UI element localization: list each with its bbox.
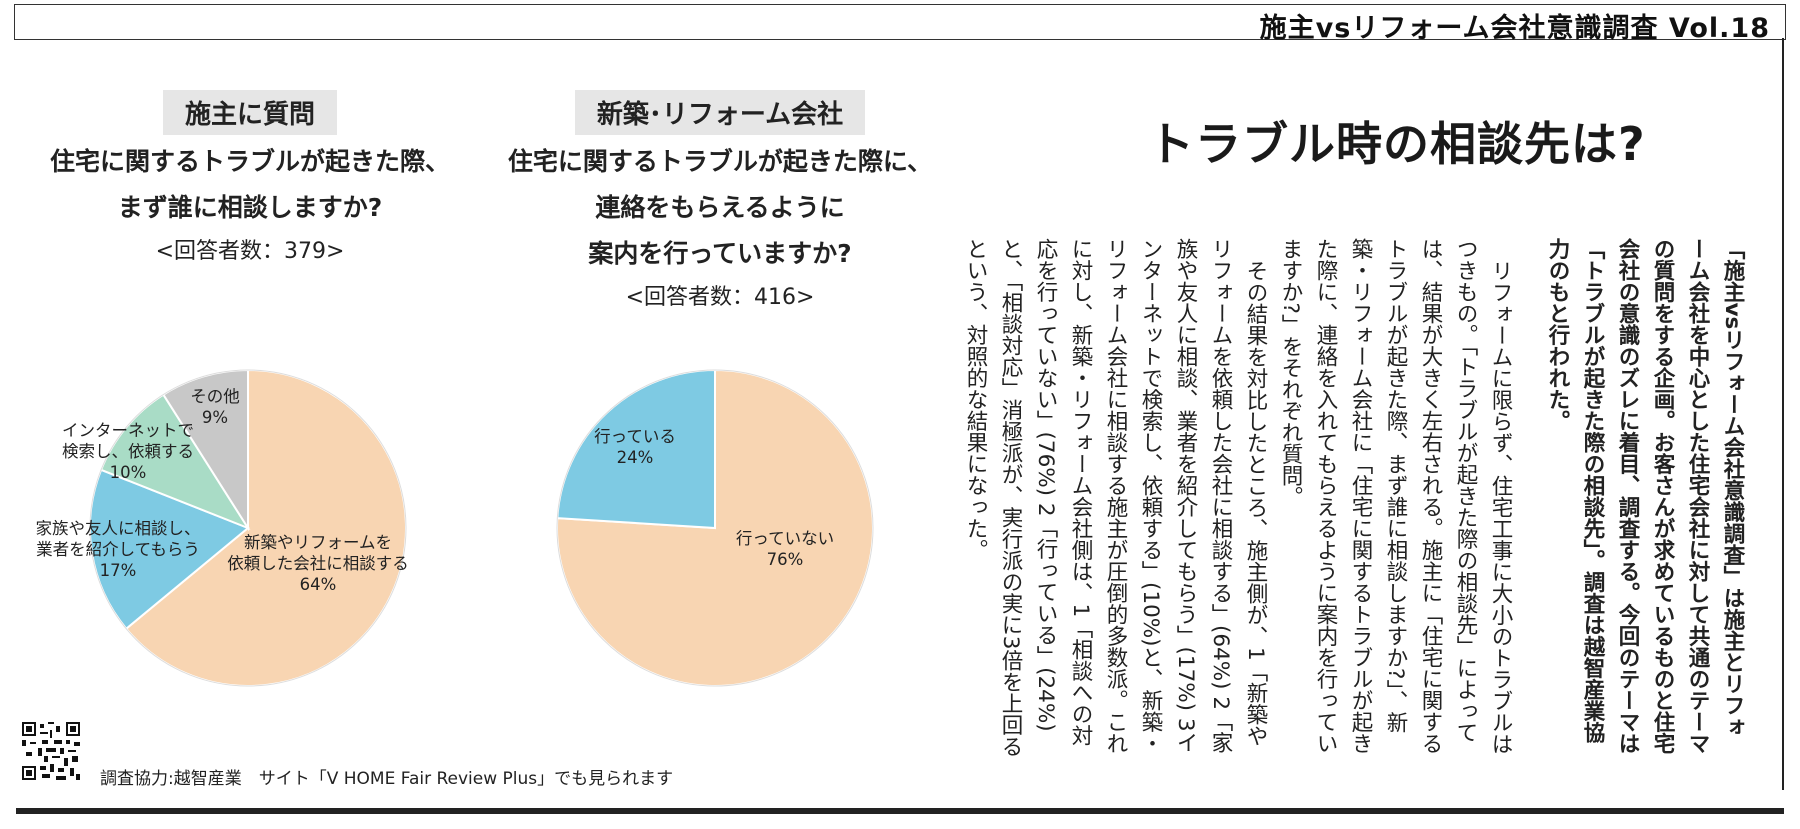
pie-slice-label: 新築やリフォームを 依頼した会社に相談する 64%	[218, 532, 418, 595]
article-paragraph: リフォームに限らず、住宅工事に大小のトラブルはつきもの。「トラブルが起きた際の相…	[1278, 238, 1513, 754]
pie-slice-label-line: 検索し、依頼する	[62, 442, 194, 461]
vertical-rule	[1782, 38, 1784, 790]
pie-slice-label-line: インターネットで	[62, 421, 194, 440]
pie-slice-value: 64%	[299, 575, 337, 594]
pie-svg	[556, 368, 874, 687]
pie-slice-label-line: 行っていない	[735, 529, 835, 548]
pie-slice-label-line: 家族や友人に相談し、	[35, 519, 201, 538]
article-body: 「施主vsリフォーム会社意識調査」は施主とリフォーム会社を中心とした住宅会社に対…	[963, 238, 1750, 758]
bottom-rule	[16, 808, 1784, 814]
survey-right-question-line: 住宅に関するトラブルが起きた際に、	[507, 147, 933, 176]
pie-slice-label: 行っていない 76%	[725, 528, 845, 570]
survey-right-question-line: 案内を行っていますか?	[588, 239, 852, 268]
pie-slice-value: 24%	[616, 448, 654, 467]
pie-slice-label-line: 依頼した会社に相談する	[227, 554, 409, 573]
article-lead: 「施主vsリフォーム会社意識調査」は施主とリフォーム会社を中心とした住宅会社に対…	[1545, 238, 1745, 754]
survey-left: 施主に質問 住宅に関するトラブルが起きた際、 まず誰に相談しますか? <回答者数…	[40, 90, 460, 265]
survey-right-question-line: 連絡をもらえるように	[595, 193, 845, 222]
pie-svg	[89, 368, 407, 687]
pie-slice-label: その他 9%	[180, 386, 250, 428]
pie-slice-value: 9%	[201, 408, 229, 427]
headline: トラブル時の相談先は?	[1148, 117, 1646, 171]
pie-chart-owner: 新築やリフォームを 依頼した会社に相談する 64% 家族や友人に相談し、 業者を紹介して…	[36, 368, 409, 688]
survey-left-tag: 施主に質問	[162, 90, 337, 135]
survey-right-tag: 新築･リフォーム会社	[574, 90, 866, 135]
pie-slice-value: 76%	[766, 550, 804, 569]
pie-slice-label-line: その他	[190, 387, 240, 406]
pie-slice-label: 行っている 24%	[575, 426, 695, 468]
article-paragraph: その結果を対比したところ、施主側が、1「新築やリフォームを依頼した会社に相談する…	[963, 238, 1268, 757]
survey-left-question-line: 住宅に関するトラブルが起きた際、	[49, 147, 450, 176]
pie-slice-value: 10%	[109, 463, 147, 482]
pie-chart-company: 行っていない 76% 行っている 24%	[555, 368, 875, 688]
page-title: 施主vsリフォーム会社意識調査 Vol.18	[1259, 13, 1770, 44]
survey-left-respondents: <回答者数：379>	[155, 239, 345, 264]
pie-slice-label-line: 行っている	[594, 427, 676, 446]
header-frame	[14, 4, 1786, 40]
pie-slice-label-line: 新築やリフォームを	[243, 533, 392, 552]
pie-slice-label-line: 業者を紹介してもらう	[36, 540, 200, 559]
pie-slice-label: インターネットで 検索し、依頼する 10%	[48, 420, 208, 483]
survey-right-respondents: <回答者数：416>	[625, 285, 815, 310]
pie-slice-label: 家族や友人に相談し、 業者を紹介してもらう 17%	[28, 518, 208, 581]
survey-left-question-line: まず誰に相談しますか?	[117, 193, 383, 222]
footer-note: 調査協力:越智産業 サイト「V HOME Fair Review Plus」でも…	[100, 769, 674, 789]
survey-right: 新築･リフォーム会社 住宅に関するトラブルが起きた際に、 連絡をもらえるように …	[500, 90, 940, 311]
qr-code-icon[interactable]	[22, 722, 80, 780]
pie-slice-value: 17%	[99, 561, 137, 580]
